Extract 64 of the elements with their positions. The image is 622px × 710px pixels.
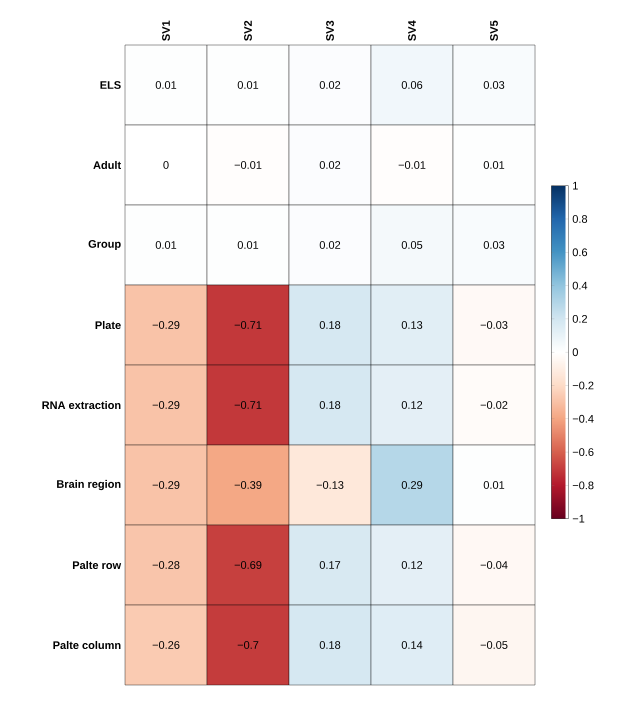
x-tick-label: SV4 <box>408 20 416 41</box>
y-tick-label: Adult <box>93 160 122 170</box>
x-tick-label: SV1 <box>162 20 170 41</box>
data-label: −0.29 <box>152 481 180 489</box>
data-label: 0.01 <box>238 241 258 249</box>
data-label: 0.03 <box>484 241 504 249</box>
color-bar-label: −0.8 <box>572 481 594 490</box>
data-label: 0.02 <box>320 161 340 169</box>
y-tick-label: ELS <box>100 81 121 89</box>
color-bar-label: 0.2 <box>572 314 588 323</box>
data-label: −0.29 <box>152 321 180 329</box>
data-label: 0.01 <box>156 81 176 89</box>
color-bar-label: 0.6 <box>572 248 588 256</box>
data-label: 0.02 <box>320 81 340 89</box>
color-bar-label: −0.4 <box>572 414 594 423</box>
data-label: 0.14 <box>402 641 422 649</box>
data-label: −0.05 <box>480 641 508 649</box>
color-bar-label: 0 <box>572 348 578 356</box>
y-tick-label: Palte row <box>72 560 122 570</box>
data-label: 0.17 <box>320 561 340 569</box>
data-label: 0.01 <box>484 161 504 169</box>
data-label: 0.02 <box>320 241 340 249</box>
data-label: 0.01 <box>484 481 504 489</box>
data-label: −0.39 <box>234 481 262 489</box>
x-tick-label: SV3 <box>326 20 334 41</box>
data-label: −0.13 <box>316 481 344 489</box>
data-label: 0.03 <box>484 81 504 89</box>
data-label: −0.28 <box>152 561 180 569</box>
color-bar-label: −1 <box>572 514 584 522</box>
data-label: −0.03 <box>480 321 508 329</box>
data-label: 0.12 <box>402 561 422 569</box>
data-label: 0.18 <box>320 641 340 649</box>
data-label: −0.7 <box>238 641 258 649</box>
y-tick-label: RNA extraction <box>42 400 120 410</box>
data-label: −0.04 <box>480 561 508 569</box>
data-label: 0.01 <box>156 241 176 249</box>
color-bar-label: −0.6 <box>572 448 594 456</box>
x-tick-label: SV2 <box>244 20 252 41</box>
data-label: −0.69 <box>234 561 262 569</box>
data-label: −0.01 <box>234 161 262 169</box>
y-tick-label: Palte column <box>53 640 120 650</box>
data-label: 0.06 <box>402 81 422 89</box>
y-tick-label: Brain region <box>57 480 120 490</box>
data-label: −0.26 <box>152 641 180 649</box>
y-tick-label: Group <box>88 240 121 250</box>
data-label: −0.01 <box>398 161 426 169</box>
color-bar-label: 1 <box>573 182 578 190</box>
data-label: 0.12 <box>402 401 422 409</box>
data-label: 0.01 <box>238 81 258 89</box>
data-label: −0.71 <box>234 321 262 329</box>
data-label: 0.13 <box>402 321 422 329</box>
data-label: −0.29 <box>152 401 180 409</box>
data-label: 0.18 <box>320 401 340 409</box>
data-label: 0.18 <box>320 321 340 329</box>
data-label: −0.02 <box>480 401 508 409</box>
y-tick-label: Plate <box>96 320 121 330</box>
data-label: 0.05 <box>402 241 422 249</box>
color-bar-label: −0.2 <box>572 382 594 390</box>
x-tick-label: SV5 <box>490 20 498 41</box>
data-label: 0.29 <box>402 481 422 489</box>
data-label: 0 <box>163 161 169 169</box>
color-bar-label: 0.4 <box>572 282 588 290</box>
color-bar-label: 0.8 <box>572 215 588 223</box>
data-label: −0.71 <box>234 401 262 409</box>
